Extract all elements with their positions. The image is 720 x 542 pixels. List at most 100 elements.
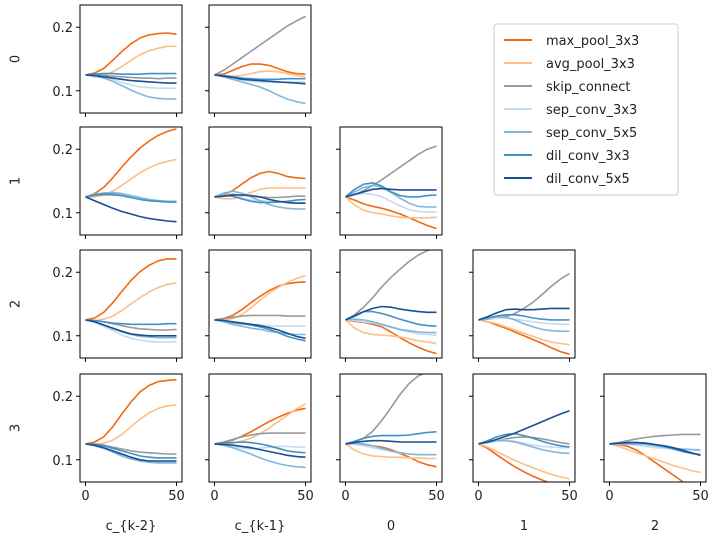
panel-frame [339,249,443,359]
series-line-dil-conv-3x3 [345,431,437,445]
legend-frame [493,23,679,196]
series-line-max-pool-3x3 [214,281,306,321]
column-label: 1 [520,519,528,534]
x-tick-label: 0 [81,489,89,504]
x-tick-label: 50 [297,489,314,504]
series-line-dil-conv-3x3 [344,182,437,198]
y-tick-label: 0.2 [52,21,73,36]
column-label: 0 [387,519,395,534]
legend-item: sep_conv_5x5 [504,126,637,141]
series-line-avg-pool-3x3 [214,274,306,321]
panel-frame [472,249,576,359]
panel-r1-c1 [205,126,312,239]
legend-item: avg_pool_3x3 [504,57,635,72]
panel-frame [208,249,312,359]
series-line-avg-pool-3x3 [478,443,570,480]
series-line-sep-conv-3x3 [345,192,437,213]
series-line-dil-conv-5x5 [85,443,177,462]
panel-frame [339,373,443,483]
legend-label: dil_conv_3x3 [546,149,630,164]
x-tick-label: 50 [561,489,578,504]
series-line-avg-pool-3x3 [214,187,306,200]
legend-item: skip_connect [504,80,631,95]
series-line-sep-conv-5x5 [609,443,701,451]
series-line-skip-connect [214,432,306,445]
x-tick-label: 0 [210,489,218,504]
series-line-max-pool-3x3 [609,443,685,482]
series-line-avg-pool-3x3 [85,282,177,322]
panel-r2-c3 [469,249,576,362]
series-line-dil-conv-3x3 [478,432,570,448]
series-line-dil-conv-3x3 [85,443,177,459]
series-line-dil-conv-3x3 [85,72,177,76]
panel-r3-c3: 0 50 [469,373,578,504]
panel-r1-c0: 0.1 0.2 [52,126,183,239]
x-tick-label: 0 [605,489,613,504]
panel-r0-c0: 0.1 0.2 [52,4,183,117]
panel-frame [79,4,183,114]
panel-frame [208,373,312,483]
series-line-max-pool-3x3 [214,170,306,198]
legend-item: max_pool_3x3 [504,34,639,49]
panel-grid: 0.10.20.10.20.10.20 500.10.20 50 0 50 0 50 0 500… [9,4,709,534]
series-line-max-pool-3x3 [85,378,177,445]
series-line-sep-conv-5x5 [345,442,437,456]
series-line-dil-conv-3x3 [478,313,570,321]
series-line-dil-conv-5x5 [214,74,306,85]
legend-label: avg_pool_3x3 [546,57,635,72]
series-line-dil-conv-3x3 [214,441,306,454]
series-line-skip-connect [478,272,570,321]
series-line-dil-conv-3x3 [85,192,177,203]
x-tick-label: 0 [474,489,482,504]
panel-frame [79,126,183,236]
legend-item: dil_conv_3x3 [504,149,630,164]
series-line-avg-pool-3x3 [478,319,570,346]
series-line-dil-conv-5x5 [478,410,570,445]
y-tick-label: 0.2 [52,266,73,281]
x-tick-label: 50 [428,489,445,504]
series-line-avg-pool-3x3 [344,196,437,219]
series-line-sep-conv-5x5 [85,74,177,100]
panel-frame [603,373,707,483]
panel-frame [339,126,443,236]
series-line-sep-conv-3x3 [478,317,570,326]
panel-r3-c2: 0 50 [336,373,445,504]
series-line-dil-conv-5x5 [345,187,437,198]
series-line-max-pool-3x3 [345,196,437,230]
series-line-sep-conv-5x5 [214,190,306,210]
series-line-sep-conv-3x3 [85,319,177,343]
series-line-skip-connect [85,74,177,80]
series-line-skip-connect [609,433,701,445]
panel-r2-c0: 0.1 0.2 [52,249,183,362]
y-tick-label: 0.2 [52,143,73,158]
panel-r3-c4: 0 50 [600,373,709,504]
panel-r3-c0: 0 50 0.1 0.2 [52,373,185,504]
panel-r1-c2 [336,126,443,239]
y-tick-label: 0.1 [52,454,73,469]
y-tick-label: 0.1 [52,207,73,222]
series-line-max-pool-3x3 [85,258,177,321]
series-line-skip-connect [214,314,306,321]
series-line-avg-pool-3x3 [85,404,177,446]
series-line-sep-conv-5x5 [478,439,570,455]
series-line-avg-pool-3x3 [214,403,306,445]
column-label: 2 [651,519,659,534]
row-label: 0 [9,55,24,63]
y-tick-label: 0.1 [52,85,73,100]
panel-frame [208,126,312,236]
panel-r2-c2 [336,249,443,362]
series-line-dil-conv-3x3 [85,319,177,326]
series-line-max-pool-3x3 [214,407,306,445]
legend-label: dil_conv_5x5 [546,172,630,187]
series-line-skip-connect [214,15,306,76]
row-label: 3 [9,424,24,432]
series-line-skip-connect [345,250,433,321]
x-tick-label: 0 [341,489,349,504]
panel-frame [472,373,576,483]
series-line-dil-conv-5x5 [214,194,306,204]
series-line-avg-pool-3x3 [85,45,177,78]
legend-label: sep_conv_5x5 [546,126,637,141]
series-line-dil-conv-5x5 [214,443,306,458]
series-line-max-pool-3x3 [478,443,551,482]
